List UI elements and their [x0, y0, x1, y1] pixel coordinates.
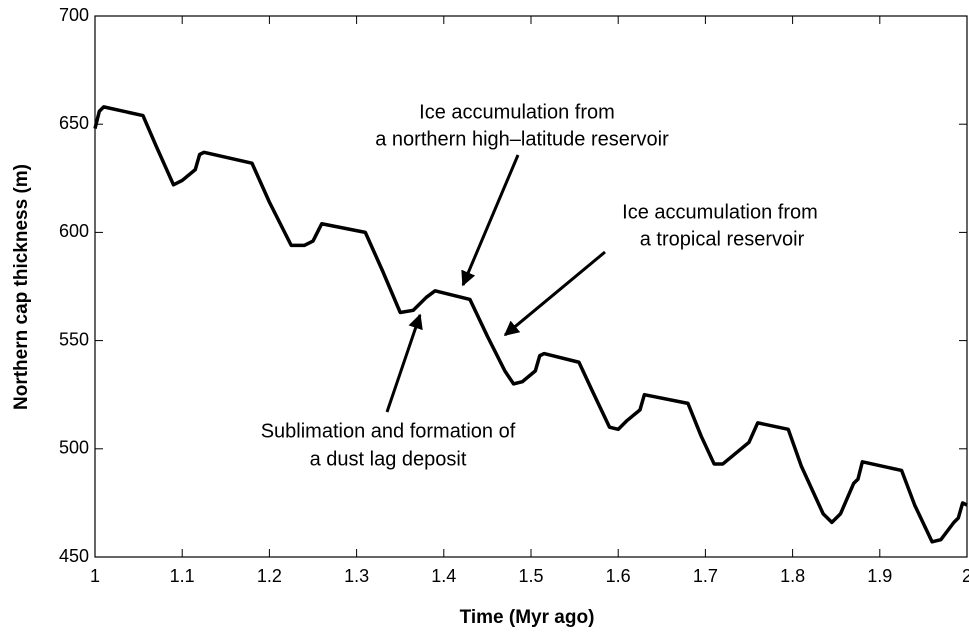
annotation: a tropical reservoir [640, 228, 805, 250]
x-tick-label: 1.5 [518, 566, 543, 586]
arrows [385, 154, 606, 413]
y-tick-label: 600 [59, 221, 89, 241]
x-tick-label: 1.3 [344, 566, 369, 586]
arrow [503, 250, 606, 337]
plot-frame [94, 15, 968, 558]
y-tick-label: 550 [59, 329, 89, 349]
x-tick-label: 1.1 [170, 566, 195, 586]
x-tick-label: 1.9 [867, 566, 892, 586]
x-tick-label: 2 [962, 566, 969, 586]
y-tick-label: 500 [59, 438, 89, 458]
x-tick-label: 1.6 [606, 566, 631, 586]
x-tick-label: 1.7 [693, 566, 718, 586]
y-tick-label: 450 [59, 546, 89, 566]
x-tick-label: 1.8 [780, 566, 805, 586]
x-tick-label: 1.2 [257, 566, 282, 586]
arrow [385, 313, 423, 413]
annotation: Sublimation and formation of [261, 420, 516, 442]
x-tick-label: 1.4 [431, 566, 456, 586]
annotation: Ice accumulation from [419, 101, 615, 123]
arrow [461, 154, 520, 287]
annotation: Ice accumulation from [622, 201, 818, 223]
annotation: a dust lag deposit [310, 448, 467, 470]
x-tick-label: 1 [90, 566, 100, 586]
x-axis-label: Time (Myr ago) [460, 607, 595, 628]
annotation: a northern high–latitude reservoir [375, 128, 669, 150]
line [93, 105, 968, 544]
y-tick-label: 700 [59, 5, 89, 25]
y-axis-label: Northern cap thickness (m) [11, 164, 32, 410]
y-tick-label: 650 [59, 113, 89, 133]
